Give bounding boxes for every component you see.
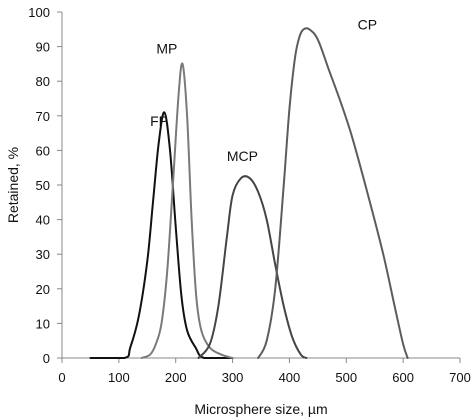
y-tick-label: 30 [36,247,50,262]
y-tick-label: 80 [36,74,50,89]
curve-label-mcp: MCP [227,148,258,164]
curve-label-cp: CP [358,16,377,32]
y-tick-label: 20 [36,282,50,297]
x-tick-label: 300 [222,370,244,385]
plot-area: 0 10 20 30 40 50 60 70 80 90 100 0 100 200 300 400 500 60… [28,5,471,385]
y-tick-label: 10 [36,316,50,331]
series-line-mcp [197,175,308,359]
y-tick-label: 70 [36,109,50,124]
series-line-fp [89,111,234,359]
y-tick-label: 60 [36,143,50,158]
y-tick-label: 50 [36,178,50,193]
x-tick-label: 100 [108,370,130,385]
series-line-mp [140,62,234,359]
series-line-cp [257,27,409,359]
y-tick-label: 40 [36,213,50,228]
x-tick-label: 500 [335,370,357,385]
curve-label-fp: FP [150,113,168,129]
x-axis-title: Microsphere size, µm [194,401,327,417]
y-tick-label: 100 [28,5,50,20]
x-tick-label: 200 [165,370,187,385]
y-axis-title: Retained, % [5,147,21,223]
y-tick-label: 90 [36,40,50,55]
x-tick-label: 600 [392,370,414,385]
x-tick-label: 0 [58,370,65,385]
x-tick-label: 700 [449,370,471,385]
x-tick-label: 400 [279,370,301,385]
curve-label-mp: MP [156,41,177,57]
y-tick-label: 0 [43,351,50,366]
